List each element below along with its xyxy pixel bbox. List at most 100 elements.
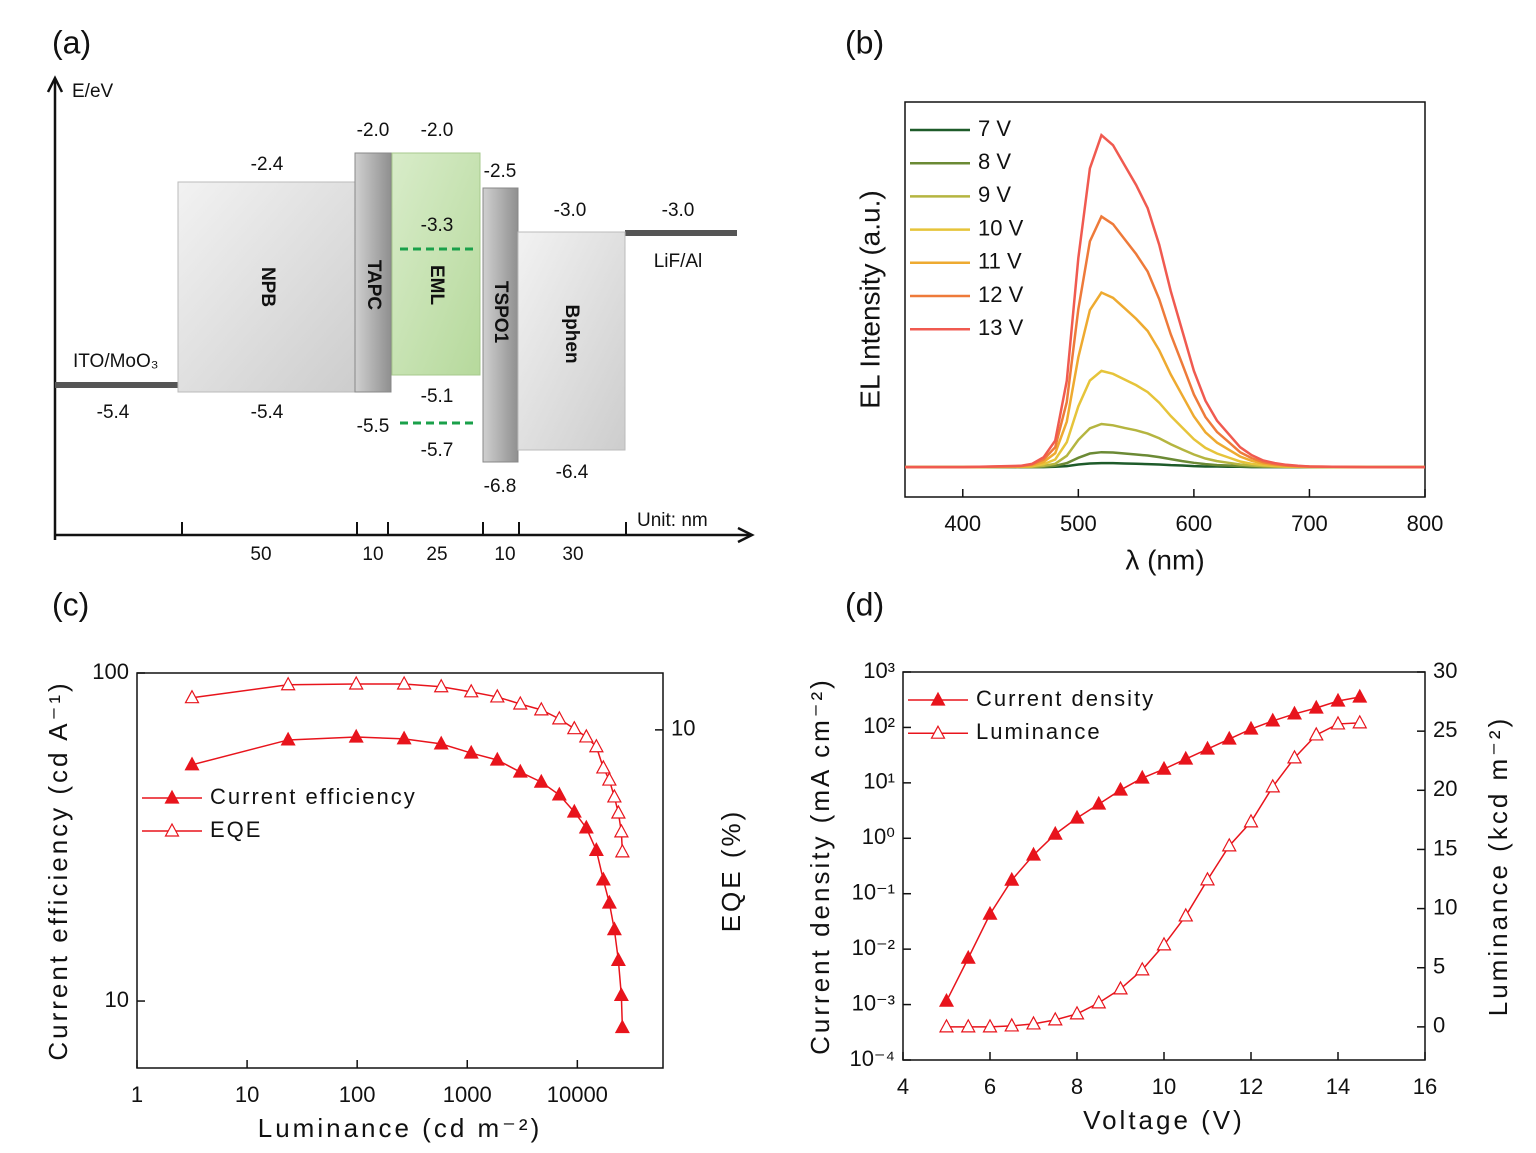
layer-label: NPB <box>257 267 278 307</box>
level-label: -2.4 <box>251 154 284 175</box>
level-label: -6.4 <box>556 462 589 483</box>
level-label: -3.3 <box>421 215 454 236</box>
energy-diagram: (a) E/eV Unit: nm ITO/MoO₃ -5.4 -3.0 LiF… <box>46 24 755 565</box>
data-point <box>1091 795 1107 810</box>
data-point <box>280 731 296 746</box>
data-point <box>606 921 622 936</box>
level-label: -3.0 <box>662 200 695 221</box>
y2-tick-label: 0 <box>1433 1013 1445 1038</box>
x-tick-label: 8 <box>1071 1074 1083 1099</box>
data-point <box>1221 837 1237 852</box>
legend-marker <box>930 691 946 706</box>
series-line <box>191 736 624 1028</box>
data-point <box>1330 715 1346 730</box>
data-point <box>595 871 611 886</box>
layer-label: EML <box>426 265 447 306</box>
level-label: -5.4 <box>251 402 284 423</box>
series-line <box>905 133 1425 469</box>
data-point <box>184 689 200 704</box>
plot-frame <box>136 672 664 1069</box>
data-point <box>601 894 617 909</box>
level-label: -2.0 <box>421 120 454 141</box>
level-label: -3.0 <box>554 200 587 221</box>
data-point <box>566 720 582 735</box>
data-point <box>1265 712 1281 727</box>
x-axis-title: Voltage (V) <box>1083 1105 1245 1135</box>
legend-marker <box>164 789 180 804</box>
x-tick-label: 400 <box>944 511 981 536</box>
thickness-label: 10 <box>494 544 515 565</box>
x-tick-label: 10 <box>1152 1074 1176 1099</box>
y2-tick-label: 25 <box>1433 717 1457 742</box>
data-point <box>1199 871 1216 886</box>
thickness-ticks <box>181 522 627 535</box>
data-point <box>595 759 611 774</box>
level-label: -2.0 <box>357 120 390 141</box>
legend-label: EQE <box>210 817 262 842</box>
data-point <box>1004 1017 1020 1032</box>
unit-label: Unit: nm <box>637 510 708 531</box>
y-tick-label: 10³ <box>863 658 895 683</box>
data-point <box>1199 740 1216 755</box>
y2-axis-title: Luminance (kcd m⁻²) <box>1483 716 1513 1016</box>
y-axis-title: Current density (mA cm⁻²) <box>805 677 835 1055</box>
data-point <box>551 786 567 801</box>
data-point <box>1004 871 1020 886</box>
x-tick-label: 10000 <box>547 1082 608 1107</box>
x-tick-label: 6 <box>984 1074 996 1099</box>
panel-label: (d) <box>845 586 884 622</box>
data-point <box>348 728 364 743</box>
data-point <box>551 710 567 725</box>
thickness-label: 30 <box>562 544 583 565</box>
data-point <box>1286 705 1303 720</box>
x-tick-label: 14 <box>1326 1074 1350 1099</box>
legend-label: 7 V <box>978 116 1011 141</box>
level-label: -5.7 <box>421 440 454 461</box>
data-point <box>1047 825 1063 840</box>
data-point <box>1134 769 1150 784</box>
data-point <box>1156 936 1172 951</box>
layer-label: TAPC <box>363 260 384 311</box>
thickness-label: 10 <box>362 544 383 565</box>
x-axis-title: Luminance (cd m⁻²) <box>258 1113 542 1143</box>
y-tick-label: 10⁰ <box>862 824 895 849</box>
data-point <box>1134 961 1150 976</box>
y2-tick-label: 30 <box>1433 658 1457 683</box>
data-point <box>938 992 955 1007</box>
data-point <box>1286 749 1303 764</box>
data-point <box>512 695 528 710</box>
data-point <box>1330 692 1346 707</box>
legend-label: 12 V <box>978 282 1024 307</box>
data-point <box>1308 699 1324 714</box>
arrow <box>46 75 64 93</box>
layer-box <box>482 187 519 463</box>
x-tick-label: 10 <box>235 1082 259 1107</box>
x-tick-label: 100 <box>339 1082 376 1107</box>
data-point <box>1069 1005 1085 1020</box>
data-point <box>613 823 629 838</box>
series-line <box>946 722 1360 1028</box>
x-tick-label: 4 <box>897 1074 909 1099</box>
series-line <box>905 369 1425 469</box>
thickness-label: 50 <box>250 544 271 565</box>
legend-label: 10 V <box>978 215 1024 240</box>
data-point <box>1178 750 1194 765</box>
data-point <box>1156 760 1172 775</box>
x-tick-label: 700 <box>1291 511 1328 536</box>
x-tick-label: 600 <box>1176 511 1213 536</box>
data-point <box>1265 778 1281 793</box>
data-point <box>396 675 412 690</box>
legend-label: 11 V <box>978 249 1022 274</box>
legend-marker <box>164 822 180 837</box>
data-point <box>1091 994 1107 1009</box>
data-point <box>463 744 479 759</box>
y-tick-label: 10 <box>105 987 129 1012</box>
data-point <box>463 683 479 698</box>
level-label: -6.8 <box>484 476 517 497</box>
data-point <box>1243 720 1259 735</box>
data-point <box>938 1018 955 1033</box>
data-point <box>533 773 549 788</box>
level-label: -5.1 <box>421 386 454 407</box>
y2-axis-title: EQE (%) <box>716 809 746 933</box>
series-line <box>905 422 1425 469</box>
